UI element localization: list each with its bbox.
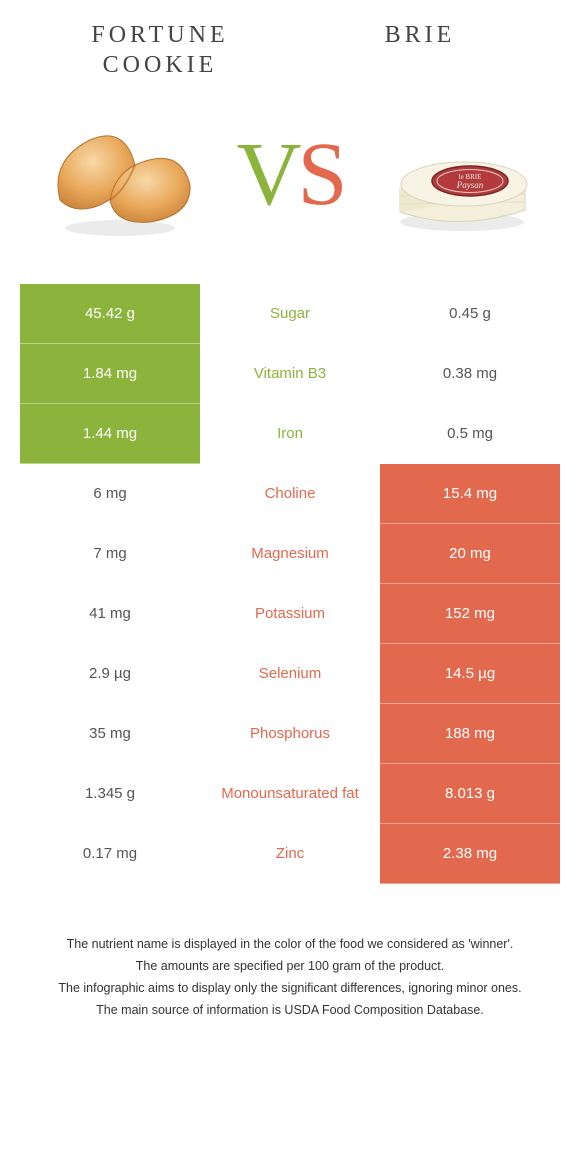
nutrient-row: 35 mgPhosphorus188 mg (20, 704, 560, 764)
footer-line-4: The main source of information is USDA F… (30, 1000, 550, 1020)
left-value: 1.44 mg (20, 404, 200, 464)
nutrient-name: Selenium (200, 644, 380, 704)
right-value: 14.5 µg (380, 644, 560, 704)
right-value: 152 mg (380, 584, 560, 644)
nutrient-table: 45.42 gSugar0.45 g1.84 mgVitamin B30.38 … (20, 284, 560, 884)
nutrient-name: Choline (200, 464, 380, 524)
footer-notes: The nutrient name is displayed in the co… (30, 934, 550, 1020)
brie-image: le BRIE Paysan (380, 110, 540, 240)
nutrient-name: Iron (200, 404, 380, 464)
left-value: 45.42 g (20, 284, 200, 344)
footer-line-1: The nutrient name is displayed in the co… (30, 934, 550, 954)
right-value: 2.38 mg (380, 824, 560, 884)
left-food-title: FORTUNE COOKIE (60, 20, 260, 80)
right-value: 0.45 g (380, 284, 560, 344)
left-value: 2.9 µg (20, 644, 200, 704)
hero-row: VS le BRIE Paysan (0, 80, 580, 260)
nutrient-row: 2.9 µgSelenium14.5 µg (20, 644, 560, 704)
footer-line-2: The amounts are specified per 100 gram o… (30, 956, 550, 976)
right-value: 188 mg (380, 704, 560, 764)
vs-s: S (297, 130, 343, 220)
brie-label-bottom: Paysan (456, 180, 484, 190)
nutrient-name: Sugar (200, 284, 380, 344)
left-value: 41 mg (20, 584, 200, 644)
nutrient-row: 0.17 mgZinc2.38 mg (20, 824, 560, 884)
nutrient-name: Magnesium (200, 524, 380, 584)
header: FORTUNE COOKIE BRIE (0, 0, 580, 80)
nutrient-row: 1.345 gMonounsaturated fat8.013 g (20, 764, 560, 824)
nutrient-name: Potassium (200, 584, 380, 644)
left-value: 1.345 g (20, 764, 200, 824)
nutrient-row: 6 mgCholine15.4 mg (20, 464, 560, 524)
right-value: 0.5 mg (380, 404, 560, 464)
nutrient-row: 7 mgMagnesium20 mg (20, 524, 560, 584)
nutrient-row: 41 mgPotassium152 mg (20, 584, 560, 644)
right-value: 8.013 g (380, 764, 560, 824)
footer-line-3: The infographic aims to display only the… (30, 978, 550, 998)
fortune-cookie-image (40, 110, 200, 240)
left-value: 35 mg (20, 704, 200, 764)
right-food-title: BRIE (320, 20, 520, 50)
right-value: 20 mg (380, 524, 560, 584)
left-value: 7 mg (20, 524, 200, 584)
right-value: 0.38 mg (380, 344, 560, 404)
right-value: 15.4 mg (380, 464, 560, 524)
vs-label: VS (236, 130, 343, 220)
nutrient-row: 1.44 mgIron0.5 mg (20, 404, 560, 464)
nutrient-name: Zinc (200, 824, 380, 884)
nutrient-row: 1.84 mgVitamin B30.38 mg (20, 344, 560, 404)
left-value: 1.84 mg (20, 344, 200, 404)
nutrient-name: Monounsaturated fat (200, 764, 380, 824)
vs-v: V (236, 130, 297, 220)
nutrient-name: Phosphorus (200, 704, 380, 764)
nutrient-row: 45.42 gSugar0.45 g (20, 284, 560, 344)
nutrient-name: Vitamin B3 (200, 344, 380, 404)
left-value: 6 mg (20, 464, 200, 524)
left-value: 0.17 mg (20, 824, 200, 884)
